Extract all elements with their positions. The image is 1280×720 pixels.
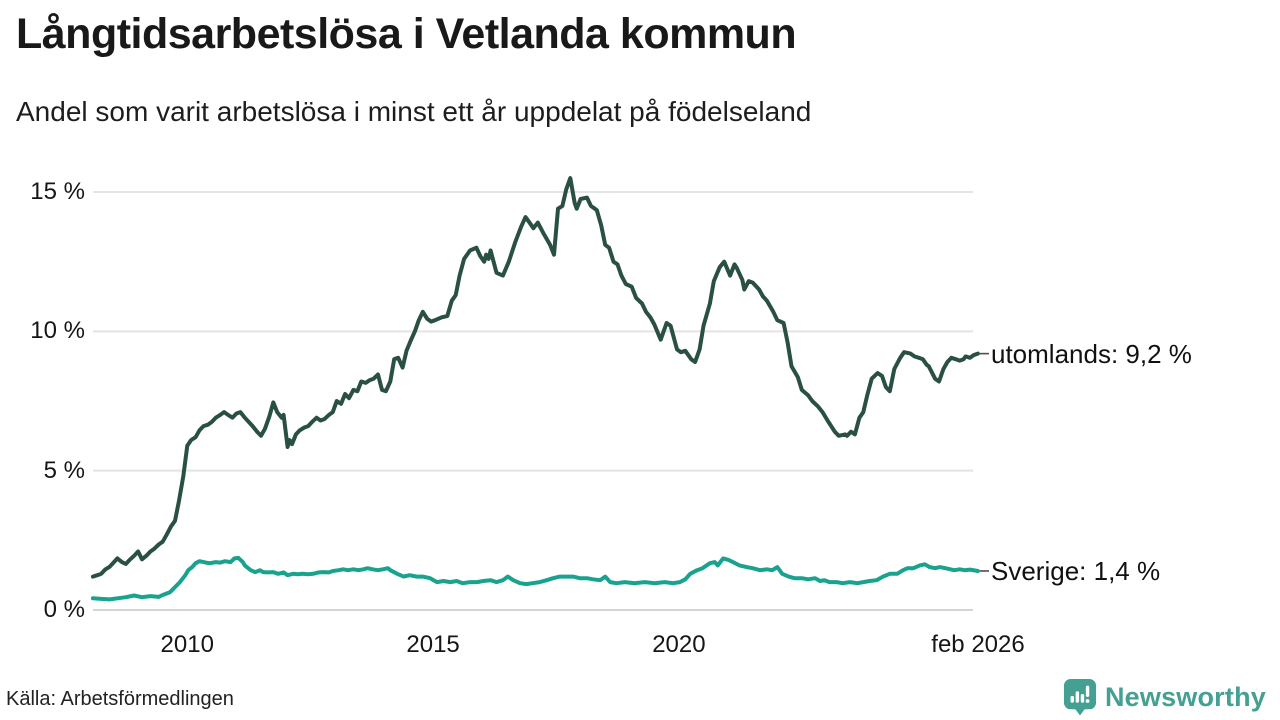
y-tick-5: 5 % [43,456,85,484]
source-note: Källa: Arbetsförmedlingen [6,688,234,710]
newsworthy-logo[interactable]: Newsworthy [1063,678,1266,716]
newsworthy-wordmark: Newsworthy [1104,681,1266,712]
y-tick-0: 0 % [43,596,85,623]
page-subtitle: Andel som varit arbetslösa i minst ett å… [16,96,812,127]
series-label-sverige: Sverige: 1,4 % [991,555,1161,586]
x-tick-2020: 2020 [652,631,706,658]
y-tick-15: 15 % [30,177,85,205]
page-title: Långtidsarbetslösa i Vetlanda kommun [16,10,797,58]
y-tick-10: 10 % [30,317,85,345]
x-tick-feb2026: feb 2026 [931,631,1025,658]
newsworthy-chart-bubble-icon [1063,678,1097,716]
x-tick-2015: 2015 [406,631,460,658]
series-label-utomlands: utomlands: 9,2 % [991,338,1192,369]
x-tick-2010: 2010 [160,631,214,658]
